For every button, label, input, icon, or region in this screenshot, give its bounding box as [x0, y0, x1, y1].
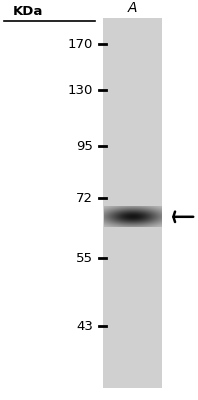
- Text: 55: 55: [76, 252, 93, 264]
- Text: 72: 72: [76, 192, 93, 204]
- Text: 43: 43: [76, 320, 93, 332]
- Text: KDa: KDa: [12, 5, 43, 18]
- Text: 130: 130: [68, 84, 93, 96]
- Text: 170: 170: [68, 38, 93, 50]
- Bar: [103, 18, 162, 388]
- Text: 95: 95: [76, 140, 93, 152]
- Text: A: A: [128, 1, 137, 15]
